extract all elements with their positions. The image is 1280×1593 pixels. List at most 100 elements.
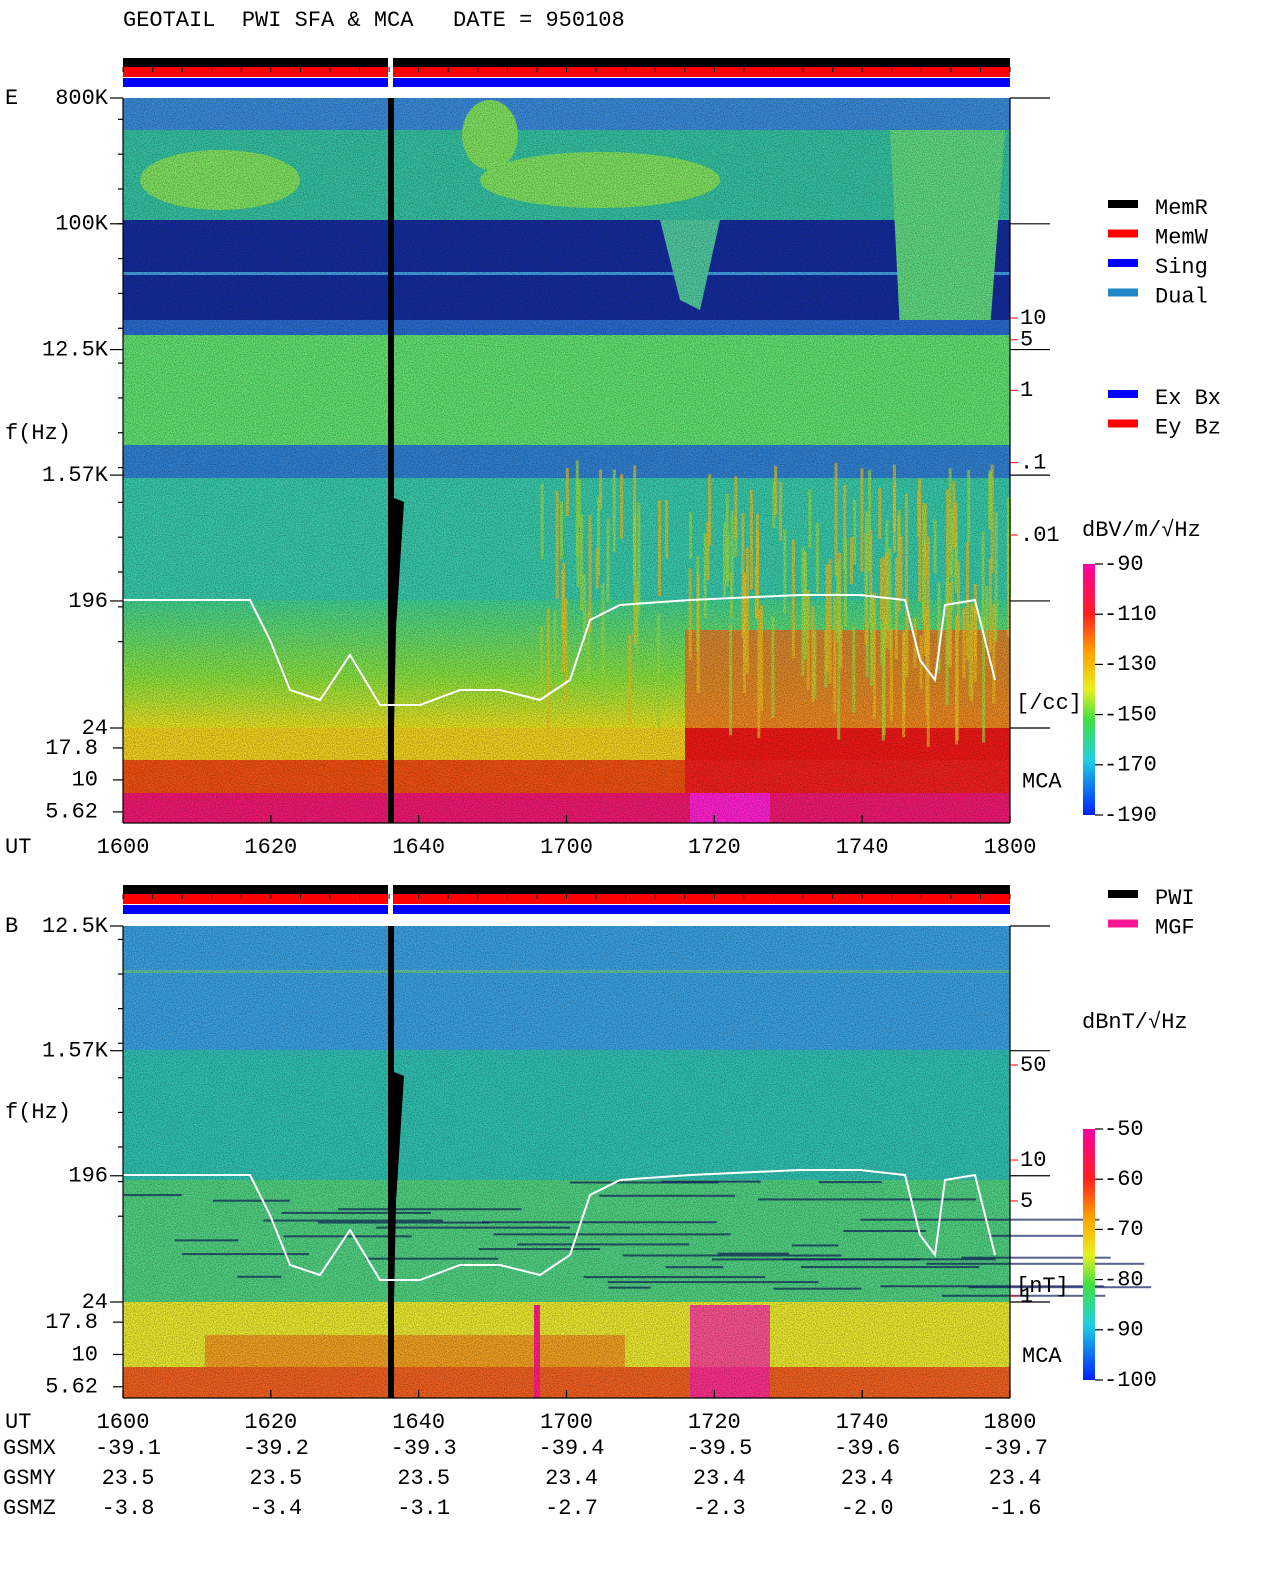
ephemeris-value: -39.7 bbox=[982, 1436, 1048, 1461]
x-tick-label: 1800 bbox=[984, 835, 1037, 860]
y-tick-label: 24 bbox=[82, 1290, 108, 1315]
colorbar-tick-label: -90 bbox=[1104, 552, 1144, 577]
colorbar-tick-label: -150 bbox=[1104, 702, 1157, 727]
ephemeris-value: 23.5 bbox=[249, 1466, 302, 1491]
ephemeris-value: 23.5 bbox=[102, 1466, 155, 1491]
density-unit: [/cc] bbox=[1016, 691, 1082, 716]
ephemeris-value: -39.3 bbox=[391, 1436, 457, 1461]
mca-tick-label: 10 bbox=[72, 1342, 98, 1367]
x-tick-label: 1640 bbox=[392, 835, 445, 860]
ephemeris-value: -2.0 bbox=[841, 1496, 894, 1521]
legend-swatch bbox=[1108, 259, 1138, 267]
status-marker bbox=[388, 885, 393, 914]
x-tick-label: 1740 bbox=[836, 835, 889, 860]
colorbar-tick-label: -100 bbox=[1104, 1368, 1157, 1393]
status-bar bbox=[123, 78, 1010, 87]
legend-swatch bbox=[1108, 890, 1138, 898]
density-tick-label: 50 bbox=[1020, 1053, 1046, 1078]
colorbar-tick-label: -60 bbox=[1104, 1167, 1144, 1192]
streak bbox=[941, 1294, 1106, 1297]
status-bar bbox=[123, 905, 1010, 914]
y-tick-label: 800K bbox=[55, 86, 109, 111]
density-tick-label: 10 bbox=[1020, 1148, 1046, 1173]
colorbar-tick-label: -110 bbox=[1104, 602, 1157, 627]
ephemeris-label: GSMZ bbox=[3, 1496, 56, 1521]
colorbar-tick-label: -190 bbox=[1104, 803, 1157, 828]
colorbar-tick-label: -70 bbox=[1104, 1217, 1144, 1242]
ephemeris-value: -39.5 bbox=[686, 1436, 752, 1461]
ephemeris-value: 23.4 bbox=[693, 1466, 746, 1491]
streak bbox=[961, 1256, 1111, 1259]
ephemeris-value: -2.7 bbox=[545, 1496, 598, 1521]
x-tick-label: 1800 bbox=[984, 1410, 1037, 1435]
ephemeris-value: 23.4 bbox=[989, 1466, 1042, 1491]
x-tick-label: 1620 bbox=[244, 835, 297, 860]
density-tick-label: .1 bbox=[1020, 450, 1046, 475]
x-tick-label: 1700 bbox=[540, 1410, 593, 1435]
colorbar bbox=[1083, 564, 1095, 815]
legend-label: MemW bbox=[1155, 225, 1209, 250]
data-gap bbox=[388, 98, 394, 823]
x-tick-label: 1620 bbox=[244, 1410, 297, 1435]
ephemeris-value: -39.6 bbox=[834, 1436, 900, 1461]
y-tick-label: 12.5K bbox=[42, 337, 109, 362]
legend-swatch bbox=[1108, 229, 1138, 238]
ephemeris-label: GSMY bbox=[3, 1466, 56, 1491]
legend-swatch bbox=[1108, 919, 1138, 928]
plasma-line bbox=[123, 594, 996, 706]
legend-swatch bbox=[1108, 200, 1138, 208]
y-tick-label: 24 bbox=[82, 716, 108, 741]
colorbar-tick-label: -130 bbox=[1104, 652, 1157, 677]
ephemeris-value: -1.6 bbox=[989, 1496, 1042, 1521]
legend-label: Ex Bx bbox=[1155, 386, 1221, 411]
legend-label: MGF bbox=[1155, 915, 1195, 940]
density-unit: [nT] bbox=[1016, 1274, 1069, 1299]
legend-swatch bbox=[1108, 419, 1138, 428]
y-axis-label: f(Hz) bbox=[5, 1100, 71, 1125]
x-tick-label: 1640 bbox=[392, 1410, 445, 1435]
ephemeris-label: GSMX bbox=[3, 1436, 56, 1461]
ephemeris-value: -39.1 bbox=[95, 1436, 161, 1461]
status-bar bbox=[123, 58, 1010, 67]
legend-label: MemR bbox=[1155, 196, 1208, 221]
mca-tick-label: 17.8 bbox=[45, 1310, 98, 1335]
x-tick-label: 1720 bbox=[688, 835, 741, 860]
legend-swatch bbox=[1108, 288, 1138, 297]
density-tick-label: .01 bbox=[1020, 523, 1060, 548]
ephemeris-value: 23.4 bbox=[545, 1466, 598, 1491]
x-tick-label: 1740 bbox=[836, 1410, 889, 1435]
y-tick-label: 100K bbox=[55, 212, 109, 237]
streak bbox=[988, 1234, 1084, 1237]
colorbar-tick-label: -80 bbox=[1104, 1267, 1144, 1292]
mca-label: MCA bbox=[1022, 1344, 1062, 1369]
component-label: E bbox=[5, 86, 18, 111]
mca-label: MCA bbox=[1022, 769, 1062, 794]
mca-tick-label: 5.62 bbox=[45, 1375, 98, 1400]
ephemeris-value: -3.4 bbox=[249, 1496, 302, 1521]
x-axis-label: UT bbox=[5, 835, 31, 860]
density-tick-label: 1 bbox=[1020, 378, 1033, 403]
status-marker bbox=[388, 58, 393, 87]
mca-tick-label: 10 bbox=[72, 768, 98, 793]
x-tick-label: 1720 bbox=[688, 1410, 741, 1435]
y-tick-label: 12.5K bbox=[42, 914, 109, 939]
ephemeris-value: -3.8 bbox=[102, 1496, 155, 1521]
legend-label: Dual bbox=[1155, 284, 1208, 309]
y-axis-label: f(Hz) bbox=[5, 421, 71, 446]
density-tick-label: 5 bbox=[1020, 1189, 1033, 1214]
ephemeris-value: -2.3 bbox=[693, 1496, 746, 1521]
colorbar-label: dBV/m/√Hz bbox=[1082, 518, 1201, 543]
y-tick-label: 196 bbox=[68, 1164, 108, 1189]
colorbar-label: dBnT/√Hz bbox=[1082, 1010, 1188, 1035]
mca-tick-label: 17.8 bbox=[45, 736, 98, 761]
ephemeris-value: 23.4 bbox=[841, 1466, 894, 1491]
noise bbox=[123, 98, 1010, 823]
legend-label: Sing bbox=[1155, 255, 1208, 280]
y-tick-label: 1.57K bbox=[42, 1039, 109, 1064]
colorbar-tick-label: -90 bbox=[1104, 1318, 1144, 1343]
ephemeris-value: -39.4 bbox=[538, 1436, 604, 1461]
x-tick-label: 1600 bbox=[97, 835, 150, 860]
data-gap bbox=[394, 1072, 404, 1302]
legend-swatch bbox=[1108, 390, 1138, 398]
title: GEOTAIL PWI SFA & MCA DATE = 950108 bbox=[123, 8, 625, 33]
